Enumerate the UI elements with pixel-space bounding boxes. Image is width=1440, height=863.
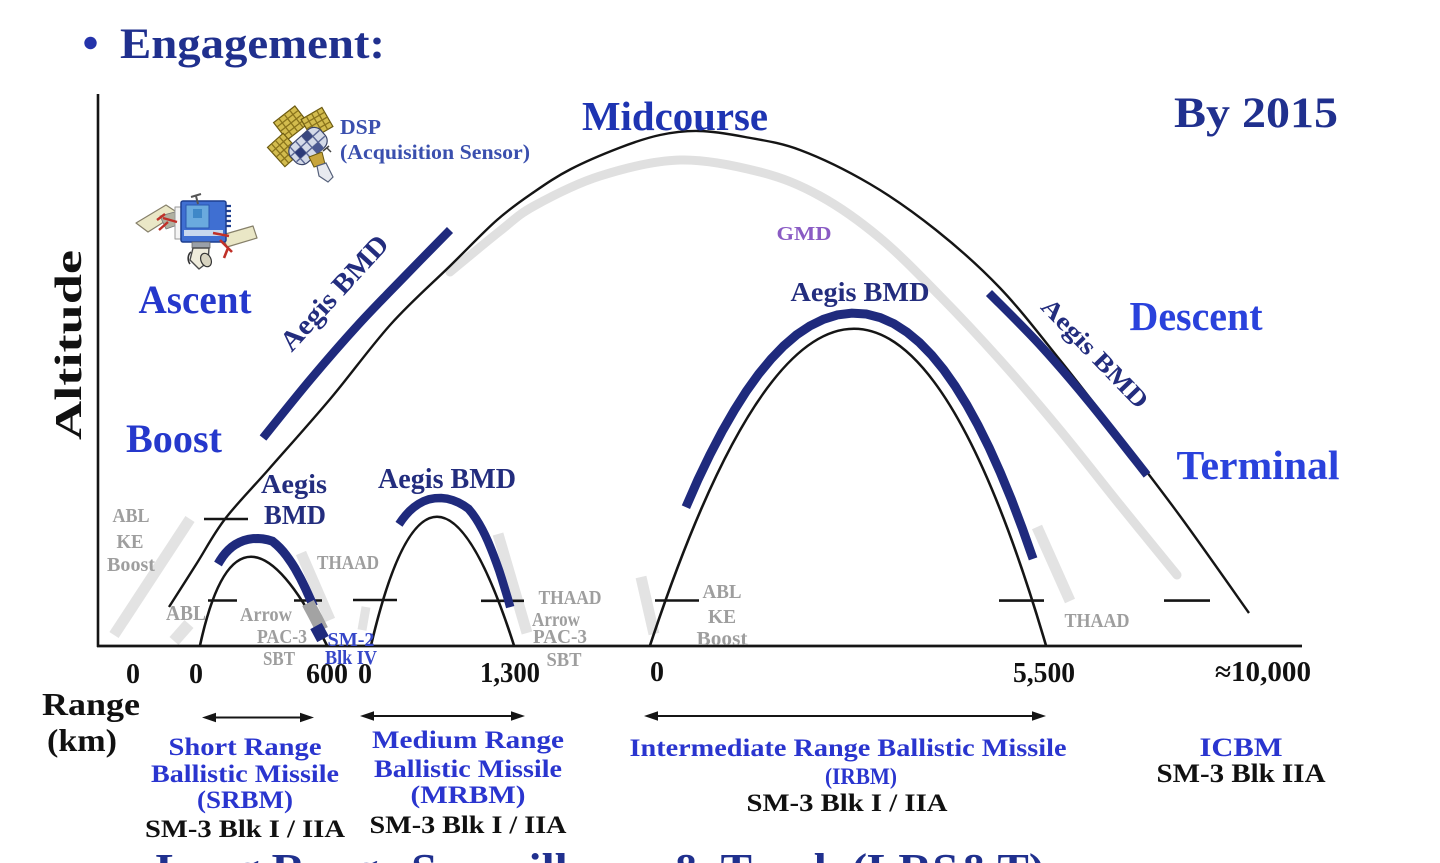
svg-text:SM-2: SM-2 [328,629,375,651]
svg-text:Ballistic Missile: Ballistic Missile [151,761,339,788]
svg-text:By 2015: By 2015 [1174,90,1338,137]
svg-text:Descent: Descent [1130,293,1263,339]
svg-text:ABL: ABL [166,601,206,625]
svg-text:(SRBM): (SRBM) [197,787,293,814]
svg-text:SM-3 Blk IIA: SM-3 Blk IIA [1157,759,1326,788]
svg-text:Short Range: Short Range [169,734,322,761]
svg-text:SM-3 Blk I / IIA: SM-3 Blk I / IIA [747,790,948,817]
svg-text:DSP: DSP [340,115,381,139]
svg-text:Altitude: Altitude [48,250,90,440]
svg-text:GMD: GMD [777,223,832,245]
svg-text:5,500: 5,500 [1013,658,1075,689]
svg-text:0: 0 [189,659,203,690]
svg-text:SBT: SBT [263,648,296,670]
svg-text:Aegis BMD: Aegis BMD [274,229,395,358]
svg-text:(MRBM): (MRBM) [411,782,526,809]
svg-text:Aegis BMD: Aegis BMD [378,464,516,495]
svg-text:Terminal: Terminal [1177,442,1340,488]
svg-text:Boost: Boost [126,416,223,461]
svg-text:600: 600 [306,659,348,690]
svg-text:Boost: Boost [107,554,155,576]
svg-text:≈10,000: ≈10,000 [1215,657,1311,688]
svg-text:Intermediate Range Ballistic M: Intermediate Range Ballistic Missile [630,735,1067,762]
svg-text:Midcourse: Midcourse [582,93,768,139]
svg-text:THAAD: THAAD [317,552,379,574]
svg-text:KE: KE [708,606,736,628]
svg-text:Boost: Boost [697,628,748,650]
svg-text:SBT: SBT [547,649,583,671]
svg-text:BMD: BMD [264,500,326,530]
svg-text:(km): (km) [47,722,117,758]
svg-text:0: 0 [650,657,664,688]
svg-text:Arrow: Arrow [532,609,580,631]
svg-text:0: 0 [358,659,372,690]
svg-text:Ascent: Ascent [139,277,253,322]
svg-text:(Acquisition Sensor): (Acquisition Sensor) [340,140,530,164]
svg-text:ABL: ABL [703,581,742,603]
svg-text:Aegis BMD: Aegis BMD [791,277,930,307]
svg-text:Blk IV: Blk IV [325,647,378,669]
svg-text:Aegis: Aegis [261,469,327,499]
svg-text:THAAD: THAAD [539,587,602,609]
svg-text:Engagement:: Engagement: [120,21,385,68]
svg-text:PAC-3: PAC-3 [257,626,307,648]
svg-text:KE: KE [117,531,144,553]
svg-text:Medium Range: Medium Range [372,727,564,754]
svg-text:(IRBM): (IRBM) [825,764,897,789]
svg-text:Arrow: Arrow [240,604,293,626]
svg-text:Ballistic Missile: Ballistic Missile [374,756,562,783]
svg-text:ICBM: ICBM [1200,733,1283,762]
svg-text:Long Range Surveillance & Trac: Long Range Surveillance & Track (LRS&T) [156,845,1045,863]
svg-text:SM-3 Blk I / IIA: SM-3 Blk I / IIA [145,816,345,843]
svg-text:PAC-3: PAC-3 [533,626,587,648]
svg-text:THAAD: THAAD [1065,610,1130,632]
svg-text:Range: Range [42,686,140,722]
svg-text:1,300: 1,300 [480,658,540,689]
svg-text:SM-3 Blk I / IIA: SM-3 Blk I / IIA [370,812,567,839]
svg-text:0: 0 [126,659,140,690]
svg-text:ABL: ABL [113,505,150,527]
